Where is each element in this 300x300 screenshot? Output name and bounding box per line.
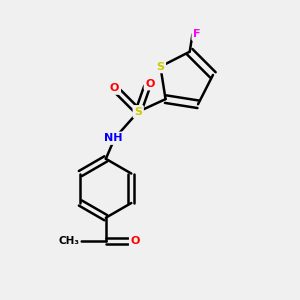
Text: NH: NH: [104, 133, 122, 143]
Text: O: O: [145, 79, 155, 89]
Text: O: O: [130, 236, 140, 246]
Text: O: O: [110, 83, 119, 93]
Text: CH₃: CH₃: [58, 236, 79, 246]
Text: S: S: [156, 61, 164, 72]
Text: F: F: [193, 29, 201, 39]
Text: S: S: [134, 107, 142, 117]
